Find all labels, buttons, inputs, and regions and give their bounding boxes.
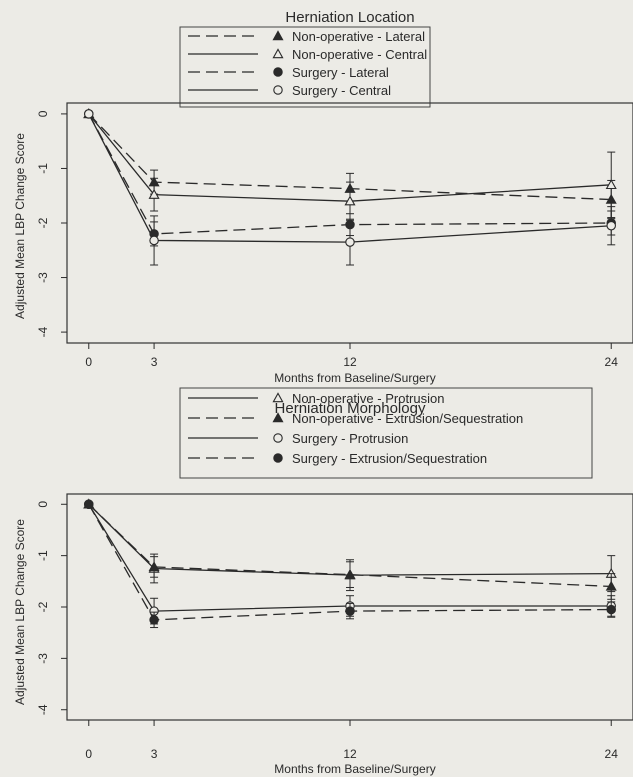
data-point	[84, 109, 94, 119]
legend-box	[179, 387, 593, 479]
data-point	[344, 568, 356, 579]
legend-swatch-marker	[272, 412, 284, 423]
data-point	[605, 179, 617, 190]
data-point	[605, 580, 617, 591]
y-tick-label: 0	[36, 110, 50, 117]
legend-label: Surgery - Lateral	[292, 65, 389, 80]
data-point	[345, 237, 355, 247]
data-point	[148, 188, 160, 199]
series-line	[88, 113, 612, 235]
series-2	[83, 498, 617, 600]
legend: Non-operative - Protrusion Non-operative …	[179, 387, 593, 479]
y-tick-label: -4	[36, 704, 50, 715]
chart-morphology: Herniation Morphology Non-operative - Pr…	[13, 387, 633, 776]
legend-label: Non-operative - Protrusion	[292, 391, 444, 406]
legend-entry: Surgery - Lateral	[188, 65, 389, 80]
legend-swatch-marker	[273, 85, 283, 95]
data-point	[606, 220, 616, 231]
x-tick-label: 24	[605, 355, 619, 369]
x-tick-label: 12	[343, 355, 357, 369]
legend-entries: Non-operative - Lateral Non-operative - C…	[188, 29, 427, 98]
legend-label: Non-operative - Central	[292, 47, 427, 62]
legend-entry: Non-operative - Lateral	[188, 29, 425, 44]
legend-entry: Surgery - Protrusion	[188, 431, 408, 446]
legend-swatch-marker	[272, 48, 284, 59]
y-tick-label: -1	[36, 550, 50, 561]
legend-entry: Non-operative - Central	[188, 47, 427, 62]
legend-swatch-marker	[273, 67, 283, 77]
legend-box	[179, 26, 431, 108]
series-2	[83, 108, 617, 221]
y-tick-label: -3	[36, 272, 50, 283]
series-layer	[83, 108, 617, 266]
data-point	[344, 195, 356, 206]
axes: 0 3 12 24 0 -1 -2 -3 -4	[36, 501, 618, 761]
y-tick-label: 0	[36, 501, 50, 508]
x-tick-label: 3	[151, 747, 158, 761]
legend-label: Non-operative - Extrusion/Sequestration	[292, 411, 523, 426]
series-line	[88, 503, 612, 621]
legend-swatch-marker	[273, 453, 283, 463]
y-tick-label: -3	[36, 653, 50, 664]
y-tick-label: -2	[36, 601, 50, 612]
data-point	[606, 604, 616, 615]
y-axis-label: Adjusted Mean LBP Change Score	[13, 519, 27, 705]
y-tick-label: -2	[36, 217, 50, 228]
legend-swatch-marker	[273, 433, 283, 443]
series-line	[88, 113, 612, 243]
legend-entries: Non-operative - Protrusion Non-operative …	[188, 391, 523, 466]
legend-entry: Non-operative - Extrusion/Sequestration	[188, 411, 523, 426]
data-point	[345, 606, 355, 616]
x-axis-label: Months from Baseline/Surgery	[274, 762, 435, 776]
data-point	[149, 615, 159, 625]
legend-swatch-marker	[272, 30, 284, 41]
data-point	[148, 561, 160, 572]
chart-title: Herniation Morphology	[275, 400, 426, 417]
x-tick-label: 0	[85, 747, 92, 761]
series-4	[84, 109, 616, 266]
data-point	[149, 235, 159, 246]
x-tick-label: 12	[343, 747, 357, 761]
x-axis-label: Months from Baseline/Surgery	[274, 371, 435, 385]
data-point	[84, 499, 94, 510]
legend-entry: Surgery - Extrusion/Sequestration	[188, 451, 487, 466]
legend-entry: Surgery - Central	[188, 83, 391, 98]
legend-label: Surgery - Protrusion	[292, 431, 408, 446]
chart-title: Herniation Location	[285, 9, 414, 26]
chart-location: Herniation Location Non-operative - Late…	[13, 9, 633, 385]
legend-label: Surgery - Extrusion/Sequestration	[292, 451, 487, 466]
x-tick-label: 3	[151, 355, 158, 369]
series-line	[88, 113, 612, 201]
series-line	[88, 113, 612, 202]
x-tick-label: 0	[85, 355, 92, 369]
axes: 0 3 12 24 0 -1 -2 -3 -4	[36, 110, 618, 369]
legend-swatch-marker	[272, 392, 284, 403]
legend-label: Non-operative - Lateral	[292, 29, 425, 44]
y-tick-label: -4	[36, 326, 50, 337]
legend: Non-operative - Lateral Non-operative - C…	[179, 26, 431, 108]
series-line	[88, 503, 612, 588]
y-tick-label: -1	[36, 163, 50, 174]
legend-label: Surgery - Central	[292, 83, 391, 98]
series-line	[88, 503, 612, 612]
y-axis-label: Adjusted Mean LBP Change Score	[13, 133, 27, 319]
series-layer	[83, 498, 617, 629]
legend-entry: Non-operative - Protrusion	[188, 391, 444, 406]
series-4	[84, 499, 616, 629]
x-tick-label: 24	[605, 747, 619, 761]
